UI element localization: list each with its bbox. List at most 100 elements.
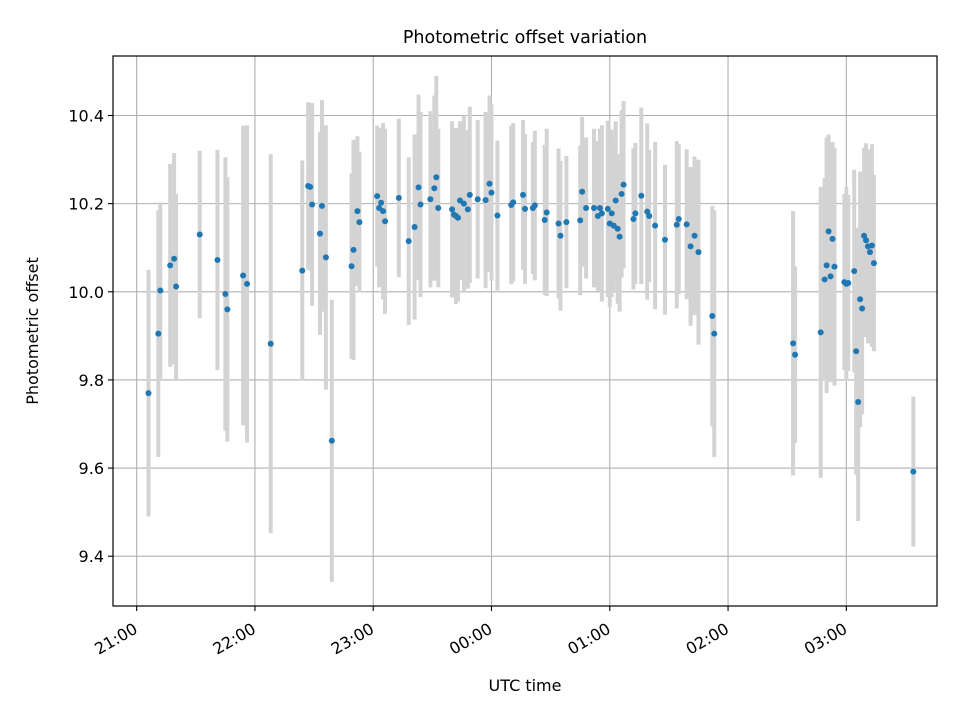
x-tick-label: 01:00 [564, 619, 613, 659]
data-point [596, 205, 603, 212]
data-point [598, 210, 605, 217]
y-tick-label: 9.8 [79, 371, 104, 390]
data-point [910, 468, 917, 475]
data-point [620, 181, 627, 188]
data-point [673, 221, 680, 228]
data-point [240, 272, 247, 279]
y-tick-label: 10.0 [68, 283, 104, 302]
data-point [792, 351, 799, 358]
data-point [543, 209, 550, 216]
data-point [405, 238, 412, 245]
data-point [427, 196, 434, 203]
data-point [687, 243, 694, 250]
data-point [464, 206, 471, 213]
x-tick-label: 03:00 [801, 619, 850, 659]
data-point [646, 212, 653, 219]
data-point [415, 184, 422, 191]
data-point [510, 199, 517, 206]
data-point [859, 305, 866, 312]
data-point [632, 210, 639, 217]
data-point [307, 183, 314, 190]
data-point [579, 188, 586, 195]
data-point [863, 237, 870, 244]
data-point [855, 398, 862, 405]
data-point [157, 287, 164, 294]
data-point [488, 189, 495, 196]
data-point [866, 249, 873, 256]
x-tick-label: 02:00 [683, 619, 732, 659]
data-point [612, 197, 619, 204]
data-point [709, 313, 716, 320]
data-point [618, 190, 625, 197]
data-point [675, 216, 682, 223]
data-point [853, 348, 860, 355]
data-point [354, 208, 361, 215]
data-point [577, 217, 584, 224]
data-point [348, 263, 355, 270]
data-point [350, 246, 357, 253]
x-tick-label: 21:00 [91, 619, 140, 659]
y-axis-label: Photometric offset [23, 257, 42, 405]
data-point [691, 232, 698, 239]
data-point [316, 230, 323, 237]
data-point [851, 268, 858, 275]
data-point [222, 290, 229, 297]
x-axis-label: UTC time [489, 676, 562, 695]
data-point [171, 255, 178, 262]
data-point [411, 223, 418, 230]
data-point [460, 200, 467, 207]
data-point [531, 202, 538, 209]
data-point [173, 283, 180, 290]
data-point [214, 257, 221, 264]
data-point [395, 194, 402, 201]
data-point [520, 191, 527, 198]
data-point [711, 330, 718, 337]
data-point [817, 329, 824, 336]
data-point [466, 191, 473, 198]
data-point [309, 201, 316, 208]
data-point [431, 185, 438, 192]
x-tick-label: 23:00 [328, 619, 377, 659]
data-point [608, 210, 615, 217]
data-point [522, 205, 528, 212]
data-point [167, 262, 174, 269]
data-point [870, 260, 877, 267]
error-bars [146, 75, 916, 582]
data-point [449, 206, 456, 213]
data-point [196, 231, 203, 238]
data-point [683, 221, 690, 228]
data-point [661, 236, 668, 243]
data-point [616, 233, 623, 240]
data-point [614, 225, 621, 232]
y-tick-label: 9.4 [79, 547, 104, 566]
data-point [494, 212, 501, 219]
data-point [831, 263, 838, 270]
data-point [378, 199, 385, 206]
data-point [583, 205, 590, 212]
data-points [145, 174, 917, 475]
data-point [825, 228, 832, 235]
data-point [322, 254, 329, 261]
data-point [318, 202, 325, 209]
plot-frame [112, 55, 938, 607]
data-point [224, 306, 231, 313]
data-point [541, 216, 548, 223]
y-tick-label: 10.4 [68, 106, 104, 125]
data-point [790, 340, 797, 347]
data-point [638, 192, 645, 199]
data-point [557, 232, 564, 239]
grid-lines [113, 56, 937, 606]
data-point [857, 296, 864, 303]
data-point [652, 222, 659, 229]
data-point [630, 216, 637, 223]
y-tick-label: 9.6 [79, 459, 104, 478]
data-point [267, 340, 274, 347]
data-point [299, 267, 306, 274]
data-point [695, 249, 702, 256]
x-tick-label: 00:00 [446, 619, 495, 659]
data-point [868, 242, 875, 249]
data-point [433, 174, 440, 181]
data-point [604, 205, 611, 212]
data-point [417, 201, 424, 208]
